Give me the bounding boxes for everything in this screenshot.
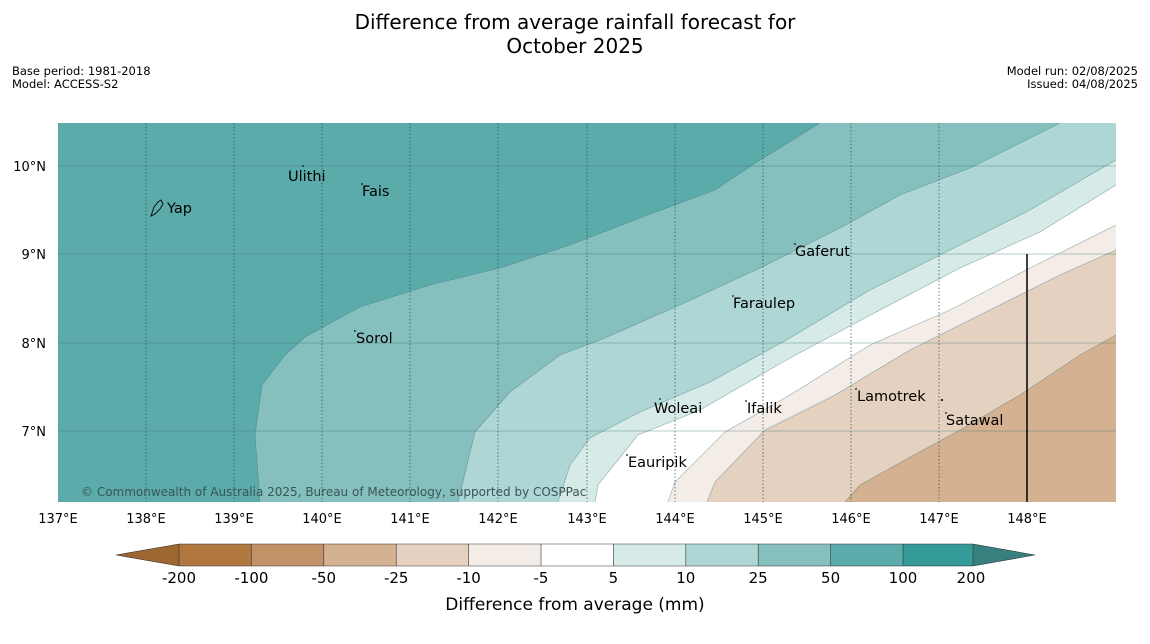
colorbar-tick: -50 bbox=[312, 569, 337, 587]
lon-label-143e: 143°E bbox=[567, 512, 607, 527]
colorbar-bin-7 bbox=[613, 544, 686, 566]
map-title: Difference from average rainfall forecas… bbox=[0, 10, 1150, 58]
colorbar-tick: 5 bbox=[609, 569, 619, 587]
lat-label-7n: 7°N bbox=[22, 425, 47, 440]
colorbar-tick: 50 bbox=[821, 569, 840, 587]
model-name: Model: ACCESS-S2 bbox=[12, 77, 119, 91]
lon-label-147e: 147°E bbox=[919, 512, 959, 527]
lon-label-140e: 140°E bbox=[302, 512, 342, 527]
colorbar-bin-3 bbox=[323, 544, 397, 566]
meta-right: Model run: 02/08/2025 Issued: 04/08/2025 bbox=[1007, 65, 1138, 91]
place-sorol: Sorol bbox=[356, 331, 393, 347]
colorbar-tick: -25 bbox=[384, 569, 409, 587]
colorbar-bin-9 bbox=[758, 544, 831, 566]
colorbar-arrow-low bbox=[116, 544, 179, 566]
colorbar-bin-5 bbox=[468, 544, 541, 566]
parallel-gridlines bbox=[58, 165, 1116, 432]
place-woleai: Woleai bbox=[654, 401, 702, 417]
colorbar-tick: -200 bbox=[162, 569, 196, 587]
base-period: Base period: 1981-2018 bbox=[12, 64, 151, 78]
meridian-gridlines bbox=[145, 123, 940, 502]
colorbar-bin-4 bbox=[396, 544, 469, 566]
colorbar-tick: 100 bbox=[889, 569, 918, 587]
lon-label-138e: 138°E bbox=[126, 512, 166, 527]
place-eauripik: Eauripik bbox=[628, 455, 687, 471]
colorbar-bin-2 bbox=[251, 544, 324, 566]
colorbar-tick: -100 bbox=[234, 569, 268, 587]
colorbar-bin-10 bbox=[830, 544, 903, 566]
longitude-labels: 137°E 138°E 139°E 140°E 141°E 142°E 143°… bbox=[38, 512, 1047, 527]
lon-label-142e: 142°E bbox=[478, 512, 518, 527]
colorbar-tick: 10 bbox=[676, 569, 695, 587]
place-satawal: Satawal bbox=[946, 413, 1003, 429]
island-markers bbox=[302, 165, 947, 456]
colorbar-tick: -10 bbox=[456, 569, 481, 587]
lon-label-145e: 145°E bbox=[743, 512, 783, 527]
lon-label-144e: 144°E bbox=[655, 512, 695, 527]
colorbar-bin-1 bbox=[179, 544, 252, 566]
lat-label-10n: 10°N bbox=[13, 160, 46, 175]
meta-left: Base period: 1981-2018 Model: ACCESS-S2 bbox=[12, 65, 151, 91]
colorbar-tick-labels: -200 -100 -50 -25 -10 -5 5 10 25 50 100 … bbox=[162, 569, 985, 587]
colorbar-tick: 25 bbox=[749, 569, 768, 587]
lon-label-137e: 137°E bbox=[38, 512, 78, 527]
colorbar-tick: 200 bbox=[957, 569, 986, 587]
lon-label-148e: 148°E bbox=[1007, 512, 1047, 527]
place-yap: Yap bbox=[166, 201, 192, 217]
model-run: Model run: 02/08/2025 bbox=[1006, 64, 1138, 78]
lon-label-141e: 141°E bbox=[390, 512, 430, 527]
contour-lines bbox=[254, 123, 1116, 502]
lon-label-139e: 139°E bbox=[214, 512, 254, 527]
place-gaferut: Gaferut bbox=[795, 244, 850, 260]
colorbar-tick: -5 bbox=[534, 569, 549, 587]
band-neg50-neg25 bbox=[845, 335, 1116, 502]
colorbar-bin-6 bbox=[541, 544, 614, 566]
place-ifalik: Ifalik bbox=[747, 401, 782, 417]
colorbar-dividers bbox=[115, 543, 1036, 567]
copyright-notice: © Commonwealth of Australia 2025, Bureau… bbox=[81, 485, 586, 499]
colorbar-bin-11 bbox=[903, 544, 973, 566]
colorbar-bin-8 bbox=[685, 544, 759, 566]
lon-label-146e: 146°E bbox=[831, 512, 871, 527]
place-faraulep: Faraulep bbox=[733, 296, 795, 312]
lat-label-9n: 9°N bbox=[22, 248, 47, 263]
latitude-labels: 10°N 9°N 8°N 7°N bbox=[13, 160, 46, 440]
place-ulithi: Ulithi bbox=[288, 169, 326, 185]
title-line-2: October 2025 bbox=[506, 34, 644, 58]
title-line-1: Difference from average rainfall forecas… bbox=[354, 10, 796, 34]
place-fais: Fais bbox=[362, 184, 389, 200]
rainfall-map: Yap Ulithi Fais Gaferut Faraulep Sorol W… bbox=[58, 123, 1116, 502]
issued-date: Issued: 04/08/2025 bbox=[1027, 77, 1138, 91]
colorbar-title: Difference from average (mm) bbox=[445, 595, 704, 615]
colorbar-arrow-high bbox=[973, 544, 1035, 566]
yap-island-outline bbox=[150, 199, 164, 217]
colorbar: -200 -100 -50 -25 -10 -5 5 10 25 50 100 … bbox=[115, 543, 1036, 615]
lat-label-8n: 8°N bbox=[22, 337, 47, 352]
place-lamotrek: Lamotrek bbox=[857, 389, 926, 405]
